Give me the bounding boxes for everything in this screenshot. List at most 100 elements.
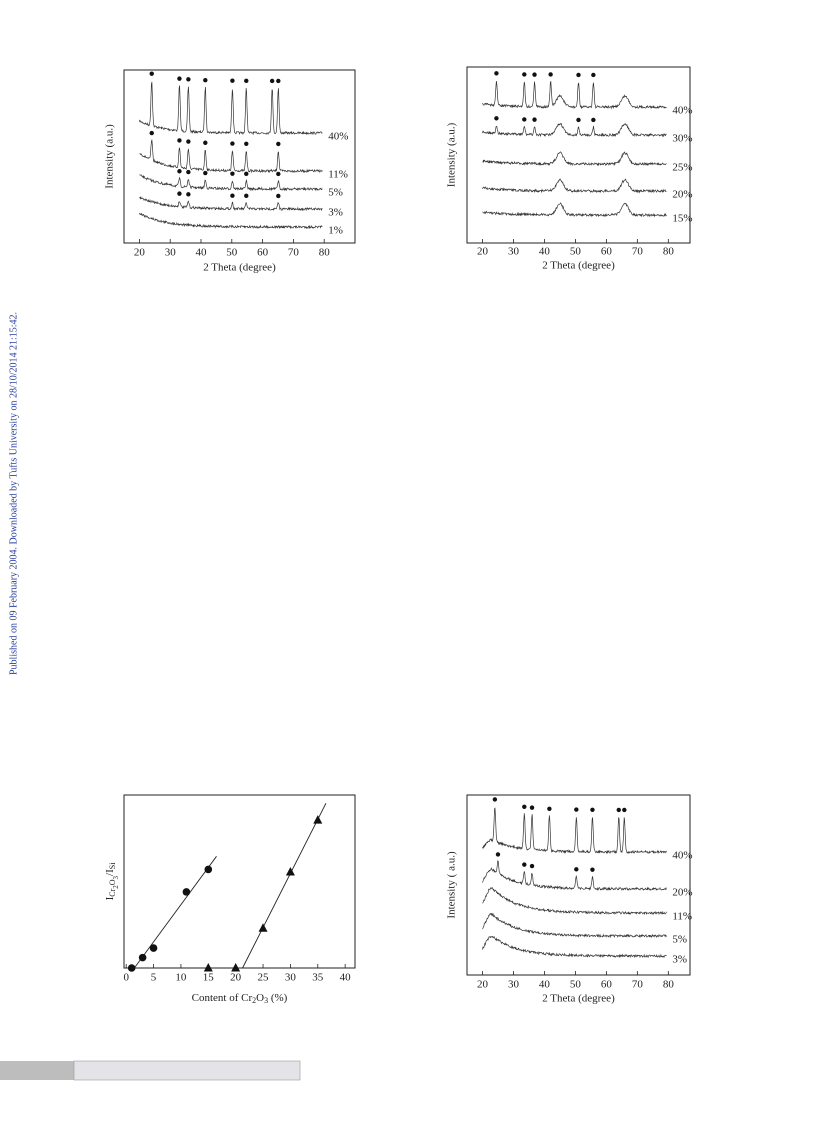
x-tick-label: 15	[203, 972, 215, 984]
label-part: Cr	[108, 888, 117, 896]
label-part: O	[108, 879, 117, 885]
x-tick-label: 20	[477, 246, 489, 258]
x-tick-label: 60	[601, 979, 613, 991]
data-point	[258, 923, 268, 932]
x-tick-label: 40	[539, 979, 551, 991]
peak-marker	[492, 797, 498, 802]
series-label: 40%	[672, 105, 692, 117]
peak-marker	[591, 117, 596, 123]
series-label: 11%	[328, 169, 348, 181]
peak-marker	[186, 139, 191, 144]
peak-marker	[574, 807, 579, 812]
x-tick-label: 40	[539, 246, 551, 258]
peak-marker	[276, 78, 281, 84]
peak-marker	[203, 140, 208, 145]
xrd-trace	[482, 122, 667, 138]
label-part: I	[104, 896, 116, 900]
peak-marker	[529, 863, 535, 869]
peak-marker	[276, 171, 281, 177]
peak-marker	[230, 171, 235, 176]
x-axis-label: 2 Theta (degree)	[203, 262, 276, 274]
xrd-trace	[139, 174, 323, 192]
series-label: 1%	[328, 225, 343, 237]
peak-marker	[177, 191, 182, 196]
peak-marker	[230, 193, 235, 198]
xrd-trace	[482, 178, 667, 194]
data-point	[231, 963, 241, 972]
plot-frame	[466, 66, 691, 244]
series-label: 30%	[672, 133, 692, 145]
xrd-trace	[139, 81, 323, 136]
x-tick-label: 80	[663, 979, 675, 991]
peak-marker	[149, 71, 154, 76]
series-label: 11%	[672, 911, 692, 923]
xrd-trace	[482, 887, 667, 916]
x-tick-label: 35	[312, 972, 324, 984]
data-point	[204, 865, 213, 874]
footer-bar-dark	[0, 1061, 74, 1080]
x-axis-label: 2 Theta (degree)	[542, 993, 615, 1005]
label-part: Si	[108, 862, 117, 869]
y-axis-label: ICr2O3/ISi	[104, 862, 120, 901]
peak-marker	[529, 805, 535, 810]
plot-frame	[123, 69, 356, 244]
xrd-trace	[482, 202, 667, 218]
peak-marker	[590, 807, 595, 812]
series-label: 20%	[672, 189, 692, 201]
peak-marker	[269, 78, 275, 84]
peak-marker	[495, 852, 501, 857]
series-label: 20%	[672, 887, 692, 899]
peak-marker	[177, 169, 182, 174]
xrd-trace	[482, 935, 667, 959]
xrd-trace	[482, 912, 667, 939]
peak-marker	[590, 867, 595, 872]
data-point	[203, 963, 213, 972]
data-point	[182, 888, 191, 896]
xrd-trace	[482, 807, 667, 855]
peak-marker	[230, 78, 235, 83]
series-label: 5%	[672, 934, 687, 946]
x-tick-label: 20	[230, 972, 242, 984]
peak-marker	[532, 117, 537, 122]
peak-marker	[186, 169, 191, 175]
peak-marker	[522, 117, 527, 122]
x-axis-label: 2 Theta (degree)	[542, 260, 615, 272]
peak-marker	[576, 72, 581, 78]
peak-marker	[622, 807, 627, 813]
peak-marker	[177, 138, 182, 143]
x-tick-label: 0	[123, 972, 129, 984]
label-part: 2	[112, 885, 120, 889]
peak-marker	[244, 193, 249, 199]
x-tick-label: 5	[151, 972, 157, 984]
peak-marker	[522, 862, 527, 867]
x-tick-label: 20	[477, 979, 489, 991]
data-point	[127, 964, 136, 972]
x-tick-label: 70	[632, 979, 644, 991]
peak-marker	[616, 807, 621, 813]
plot-frame	[466, 794, 691, 976]
peak-marker	[230, 141, 235, 146]
peak-marker	[532, 72, 537, 77]
data-point	[313, 815, 323, 824]
peak-marker	[186, 192, 191, 197]
y-axis-label: Intensity (a.u.)	[104, 124, 116, 189]
fit-line	[133, 856, 217, 969]
x-tick-label: 50	[570, 246, 582, 258]
series-label: 15%	[672, 213, 692, 225]
label-part: O	[256, 992, 264, 1004]
peak-marker	[203, 170, 208, 176]
xrd-trace	[482, 151, 667, 167]
peak-marker	[576, 117, 581, 123]
peak-marker	[177, 76, 182, 81]
x-tick-label: 80	[319, 247, 331, 259]
peak-marker	[548, 72, 553, 77]
peak-marker	[494, 71, 499, 76]
peak-marker	[149, 130, 154, 136]
x-tick-label: 80	[663, 246, 675, 258]
footer-bar-light	[73, 1060, 301, 1081]
xrd-trace	[139, 139, 323, 174]
peak-marker	[186, 77, 191, 82]
x-tick-label: 25	[258, 972, 270, 984]
